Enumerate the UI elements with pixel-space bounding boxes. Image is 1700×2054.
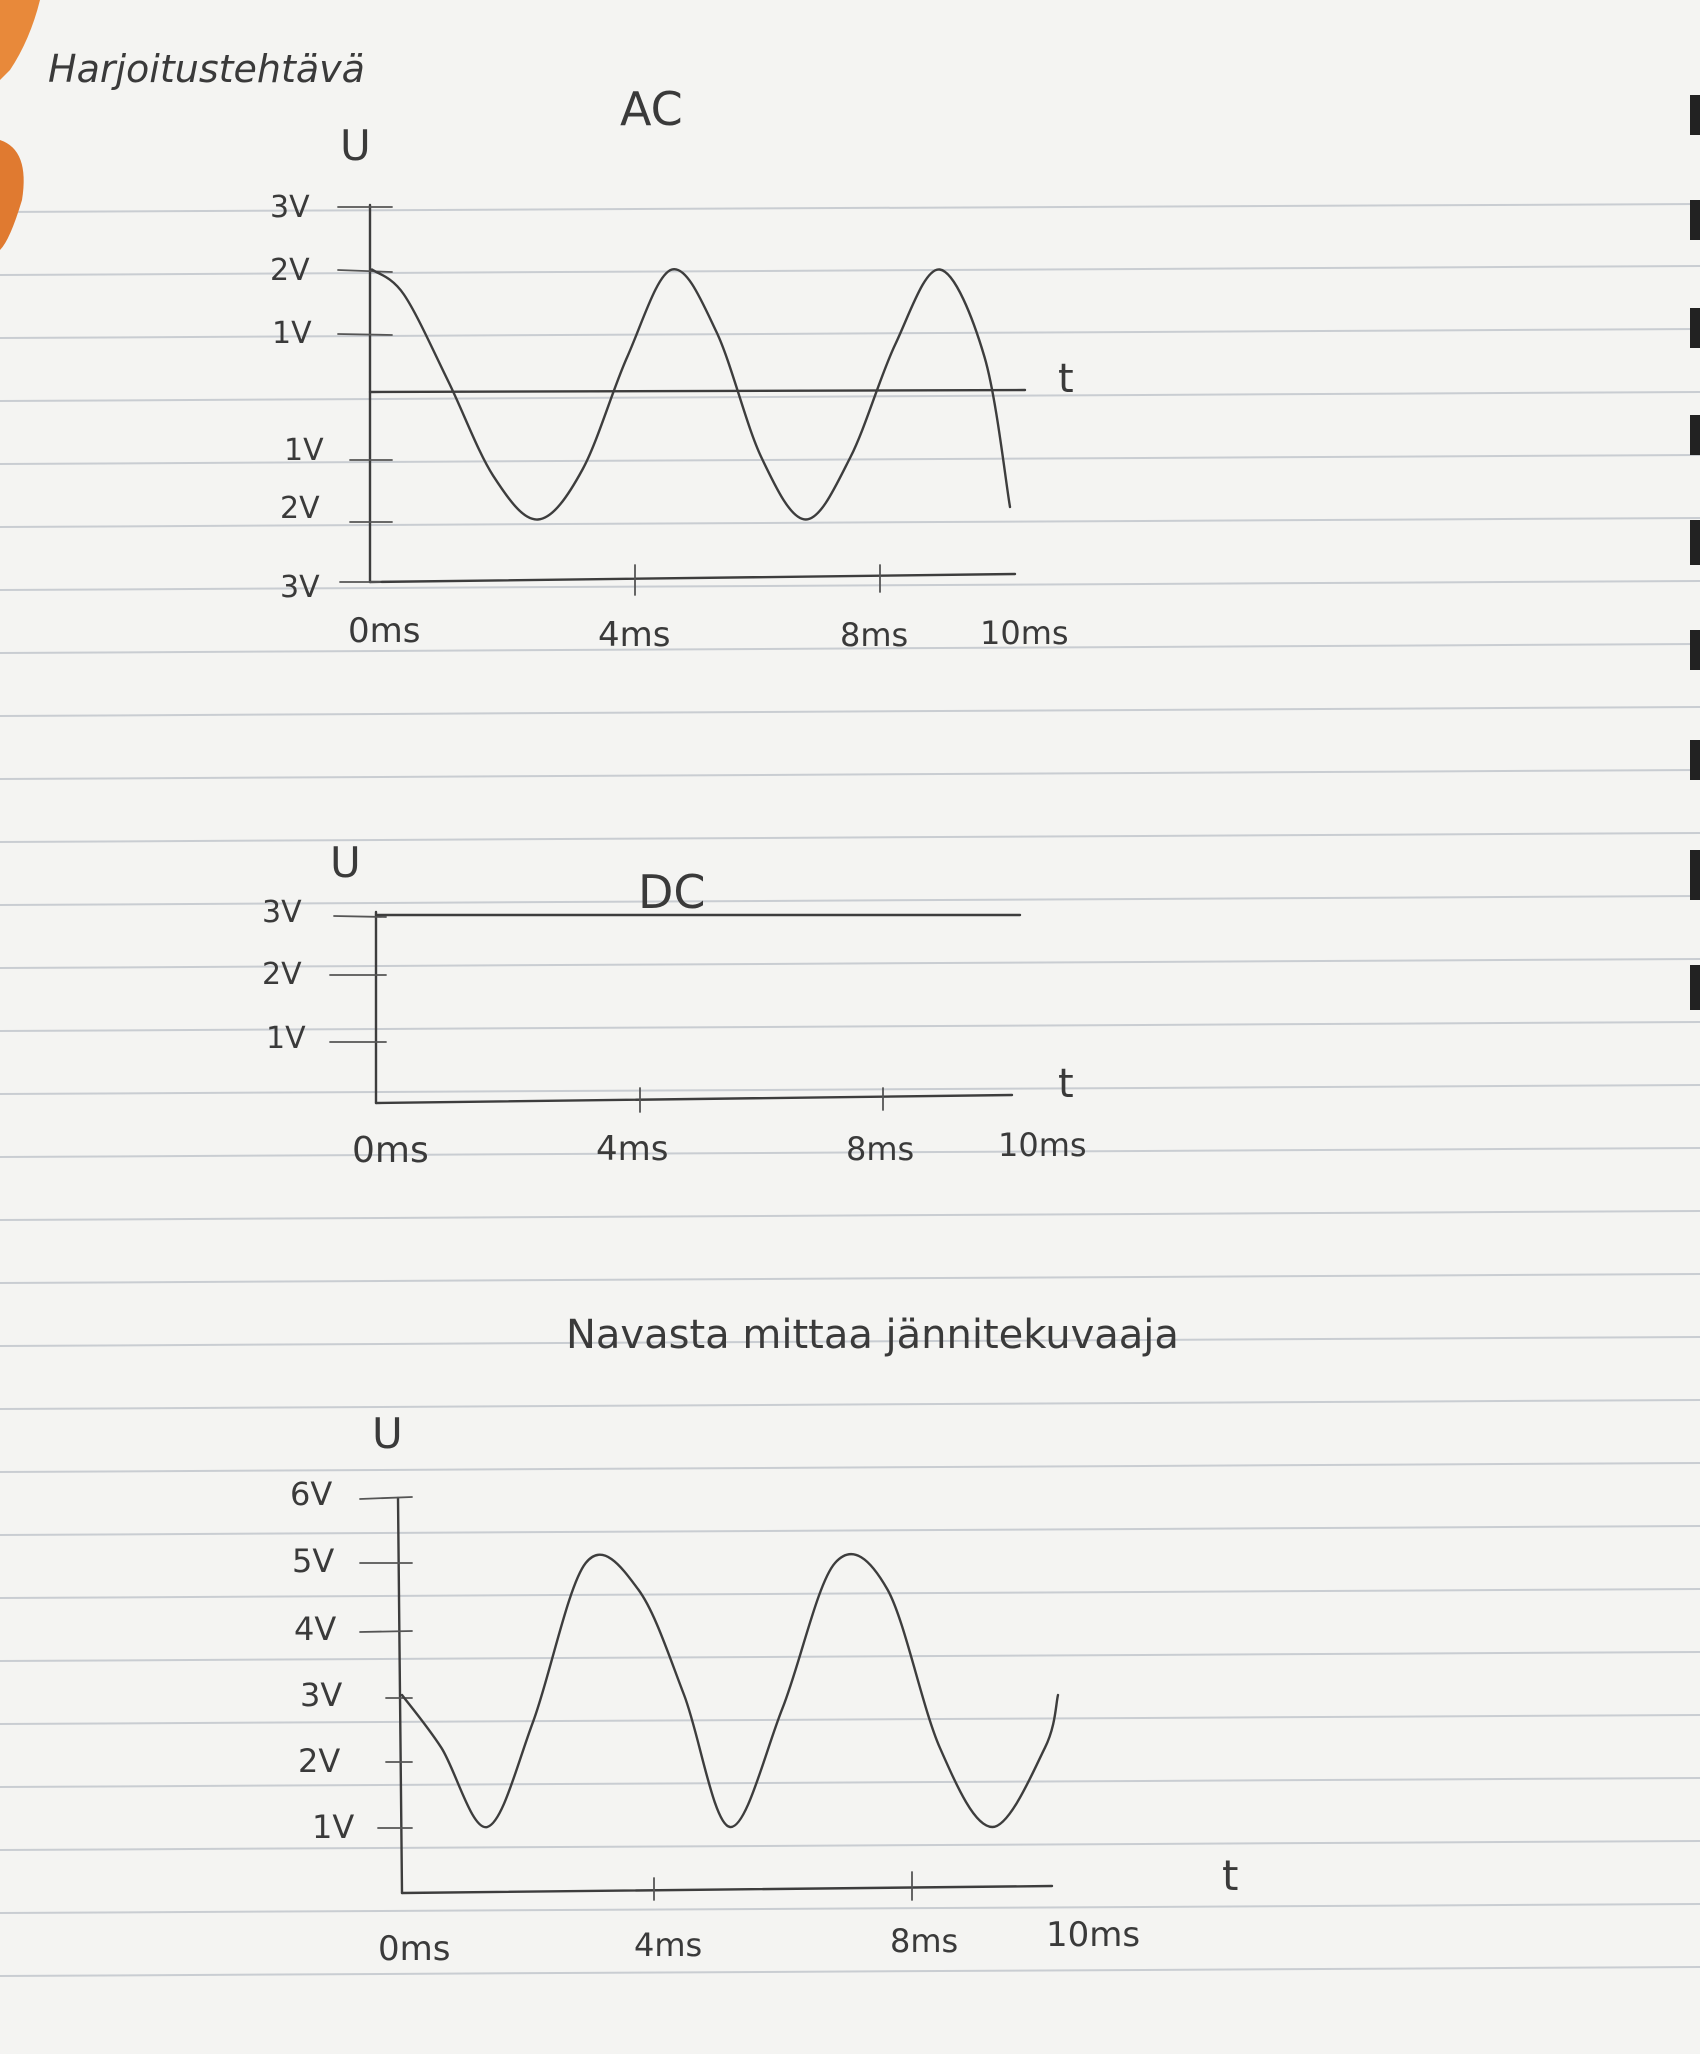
ac-ytick-label-m1v: 1V [284, 433, 324, 468]
third-x-label: t [1222, 1851, 1238, 1900]
ac-ytick-label-m2v: 2V [280, 491, 320, 526]
dc-ytick-label-2v: 2V [262, 957, 302, 992]
ac-y-label: U [340, 121, 371, 170]
finger-shape-2 [0, 140, 24, 250]
ac-ytick-1v [337, 333, 393, 336]
ac-zero-axis [368, 388, 1027, 394]
dc-ytick-label-1v: 1V [266, 1021, 306, 1056]
dc-y-label: U [330, 838, 361, 887]
third-ytick-label-1v: 1V [312, 1808, 354, 1846]
third-ytick-4v [359, 1630, 413, 1633]
third-ytick-label-2v: 2V [298, 1742, 340, 1780]
ac-xtick-label-4ms: 4ms [598, 615, 670, 655]
third-xtick-label-8ms: 8ms [890, 1922, 958, 1960]
ac-ytick-label-m3v: 3V [280, 570, 320, 605]
third-chart: Navasta mittaa jännitekuvaaja U t 6V 5V … [290, 1312, 1238, 1969]
dc-x-axis [374, 1093, 1014, 1105]
dc-xtick-label-0ms: 0ms [352, 1130, 429, 1171]
dc-xtick-label-8ms: 8ms [846, 1130, 914, 1168]
ac-wave-line [370, 268, 1012, 521]
third-ytick-label-3v: 3V [300, 1676, 342, 1714]
dc-ytick-label-3v: 3V [262, 895, 302, 930]
third-title: Navasta mittaa jännitekuvaaja [566, 1312, 1179, 1358]
ac-x-label: t [1058, 356, 1074, 402]
page-heading: Harjoitustehtävä [48, 47, 365, 91]
ac-ytick-label-2v: 2V [270, 253, 310, 288]
ac-title: AC [620, 82, 683, 136]
dc-x-label: t [1058, 1061, 1074, 1107]
dc-xtick-label-10ms: 10ms [998, 1126, 1087, 1164]
ac-chart: AC U t 3V 2V 1V 1V 2V 3V 0ms 4ms 8ms 10m… [270, 82, 1074, 655]
ac-xtick-label-8ms: 8ms [840, 616, 908, 654]
dc-ytick-3v [333, 915, 387, 918]
dc-title: DC [638, 865, 706, 919]
ac-ytick-label-3v: 3V [270, 190, 310, 225]
third-wave-line [400, 1552, 1060, 1829]
third-xtick-label-10ms: 10ms [1046, 1915, 1140, 1955]
ac-ytick-2v [337, 269, 393, 273]
ac-xtick-label-10ms: 10ms [980, 614, 1069, 652]
third-ytick-label-5v: 5V [292, 1542, 334, 1580]
dc-chart: DC U t 3V 2V 1V 0ms 4ms 8ms 10ms [262, 838, 1087, 1171]
ac-ytick-label-1v: 1V [272, 316, 312, 351]
ac-bottom-axis [368, 572, 1017, 584]
finger-shape [0, 0, 40, 80]
third-x-axis [400, 1884, 1054, 1895]
third-xtick-label-4ms: 4ms [634, 1926, 702, 1964]
third-ytick-label-4v: 4V [294, 1610, 336, 1648]
third-y-label: U [372, 1409, 403, 1458]
binder-marks [1690, 95, 1700, 1010]
third-xtick-label-0ms: 0ms [378, 1929, 450, 1969]
ac-xtick-label-0ms: 0ms [348, 611, 420, 651]
dc-xtick-label-4ms: 4ms [596, 1129, 668, 1169]
third-ytick-6v [359, 1496, 413, 1500]
third-ytick-label-6v: 6V [290, 1475, 332, 1513]
paper-rules [0, 203, 1700, 1977]
